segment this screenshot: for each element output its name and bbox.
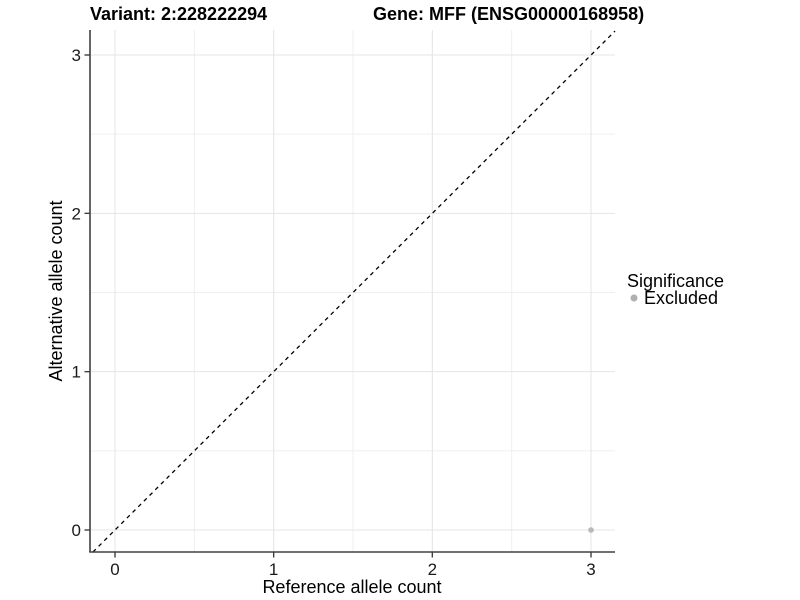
legend: Significance Excluded (627, 271, 724, 308)
y-tick-0: 0 (72, 521, 81, 540)
y-tick-1: 1 (72, 363, 81, 382)
x-tick-0: 0 (110, 560, 119, 579)
x-axis-label: Reference allele count (262, 577, 441, 597)
x-tick-2: 2 (428, 560, 437, 579)
tick-marks (84, 54, 592, 558)
legend-title: Significance (627, 271, 724, 291)
y-axis-label: Alternative allele count (46, 200, 66, 381)
minor-gridlines (90, 30, 615, 552)
x-tick-labels: 0 1 2 3 (110, 560, 595, 579)
y-tick-3: 3 (72, 46, 81, 65)
y-tick-2: 2 (72, 204, 81, 223)
x-tick-3: 3 (586, 560, 595, 579)
identity-line (92, 30, 616, 553)
data-point-excluded (588, 527, 594, 533)
axis-lines (89, 30, 615, 553)
y-tick-labels: 0 1 2 3 (72, 46, 81, 540)
legend-key-excluded-dot (630, 294, 638, 302)
legend-item-excluded-label: Excluded (644, 288, 718, 308)
plot-title-gene: Gene: MFF (ENSG00000168958) (373, 4, 644, 24)
major-gridlines (90, 30, 615, 552)
plot-title-variant: Variant: 2:228222294 (90, 4, 267, 24)
x-tick-1: 1 (269, 560, 278, 579)
